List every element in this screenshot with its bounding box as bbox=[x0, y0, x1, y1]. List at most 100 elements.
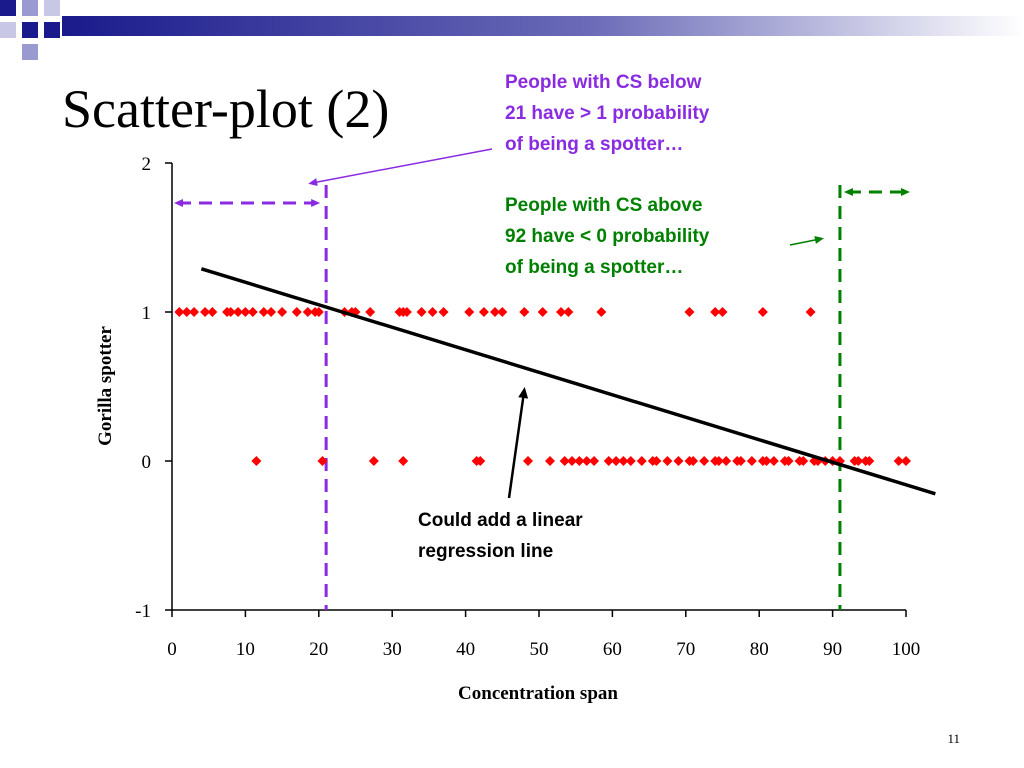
data-point bbox=[761, 456, 772, 466]
annotation-below-cutoff: People with CS below 21 have > 1 probabi… bbox=[505, 72, 710, 155]
data-point bbox=[277, 307, 288, 317]
x-tick-label: 100 bbox=[892, 639, 921, 660]
data-point bbox=[302, 307, 313, 317]
deco-square bbox=[44, 0, 60, 16]
data-point bbox=[735, 456, 746, 466]
data-point bbox=[398, 456, 409, 466]
data-point bbox=[717, 307, 728, 317]
data-point bbox=[783, 456, 794, 466]
x-tick-label: 80 bbox=[750, 639, 769, 660]
data-point bbox=[581, 456, 592, 466]
x-tick-label: 70 bbox=[676, 639, 695, 660]
data-point bbox=[313, 307, 324, 317]
x-tick-label: 60 bbox=[603, 639, 622, 660]
data-point bbox=[497, 307, 508, 317]
deco-square bbox=[0, 22, 16, 38]
data-point bbox=[545, 456, 556, 466]
data-point bbox=[489, 307, 500, 317]
data-point bbox=[746, 456, 757, 466]
x-axis-title: Concentration span bbox=[458, 683, 618, 704]
data-point bbox=[596, 307, 607, 317]
deco-square bbox=[22, 0, 38, 16]
data-point bbox=[853, 456, 864, 466]
data-point bbox=[559, 456, 570, 466]
data-point bbox=[401, 307, 412, 317]
data-point bbox=[589, 456, 600, 466]
corner-decoration bbox=[0, 0, 1024, 60]
data-point bbox=[478, 307, 489, 317]
data-point bbox=[901, 456, 911, 466]
data-point bbox=[200, 307, 211, 317]
data-point bbox=[181, 307, 192, 317]
data-point bbox=[464, 307, 475, 317]
y-tick-label: 1 bbox=[142, 303, 152, 324]
deco-square bbox=[22, 44, 38, 60]
data-point bbox=[563, 307, 574, 317]
data-point bbox=[673, 456, 684, 466]
above-pointer-arrow bbox=[789, 236, 824, 246]
x-tick-label: 30 bbox=[383, 639, 402, 660]
regression-line bbox=[200, 267, 936, 496]
data-point bbox=[537, 307, 548, 317]
y-tick-label: 2 bbox=[142, 154, 152, 175]
data-point bbox=[611, 456, 622, 466]
data-point bbox=[625, 456, 636, 466]
data-point bbox=[240, 307, 251, 317]
data-point bbox=[603, 456, 614, 466]
x-tick-label: 0 bbox=[167, 639, 177, 660]
data-point bbox=[662, 456, 673, 466]
data-point bbox=[768, 456, 779, 466]
data-point bbox=[721, 456, 732, 466]
annotation-regression: Could add a linear regression line bbox=[418, 510, 583, 562]
deco-square bbox=[44, 22, 60, 38]
data-point bbox=[475, 456, 486, 466]
data-point bbox=[247, 307, 258, 317]
data-point bbox=[522, 456, 533, 466]
data-point bbox=[233, 307, 244, 317]
annotation-above-cutoff: People with CS above 92 have < 0 probabi… bbox=[505, 195, 710, 278]
regression-pointer-arrow bbox=[507, 387, 529, 499]
x-tick-label: 50 bbox=[530, 639, 549, 660]
data-point bbox=[266, 307, 277, 317]
x-tick-label: 20 bbox=[309, 639, 328, 660]
data-point bbox=[684, 307, 695, 317]
data-point bbox=[688, 456, 699, 466]
deco-square bbox=[0, 0, 16, 16]
data-point bbox=[251, 456, 262, 466]
slide-title: Scatter-plot (2) bbox=[62, 79, 390, 139]
data-point bbox=[636, 456, 647, 466]
data-point bbox=[438, 307, 449, 317]
data-point bbox=[805, 307, 816, 317]
data-point bbox=[757, 307, 768, 317]
data-point bbox=[365, 307, 376, 317]
data-point bbox=[291, 307, 302, 317]
data-point bbox=[189, 307, 200, 317]
data-point bbox=[567, 456, 578, 466]
data-point bbox=[368, 456, 379, 466]
deco-square bbox=[22, 22, 38, 38]
y-tick-label: 0 bbox=[142, 452, 152, 473]
data-point bbox=[893, 456, 904, 466]
data-point bbox=[574, 456, 585, 466]
below-pointer-arrow bbox=[308, 148, 493, 187]
data-point bbox=[699, 456, 710, 466]
x-tick-label: 10 bbox=[236, 639, 255, 660]
data-point bbox=[651, 456, 662, 466]
y-axis-title: Gorilla spotter bbox=[95, 326, 116, 446]
data-point bbox=[174, 307, 185, 317]
data-point bbox=[317, 456, 328, 466]
page-number: 11 bbox=[947, 731, 960, 746]
data-point bbox=[225, 307, 236, 317]
data-point bbox=[416, 307, 427, 317]
data-point bbox=[427, 307, 438, 317]
data-point bbox=[556, 307, 567, 317]
data-point bbox=[710, 307, 721, 317]
data-point bbox=[519, 307, 530, 317]
data-point bbox=[798, 456, 809, 466]
data-point bbox=[713, 456, 724, 466]
x-tick-label: 40 bbox=[456, 639, 475, 660]
data-point bbox=[258, 307, 269, 317]
data-point bbox=[618, 456, 629, 466]
data-point bbox=[864, 456, 875, 466]
